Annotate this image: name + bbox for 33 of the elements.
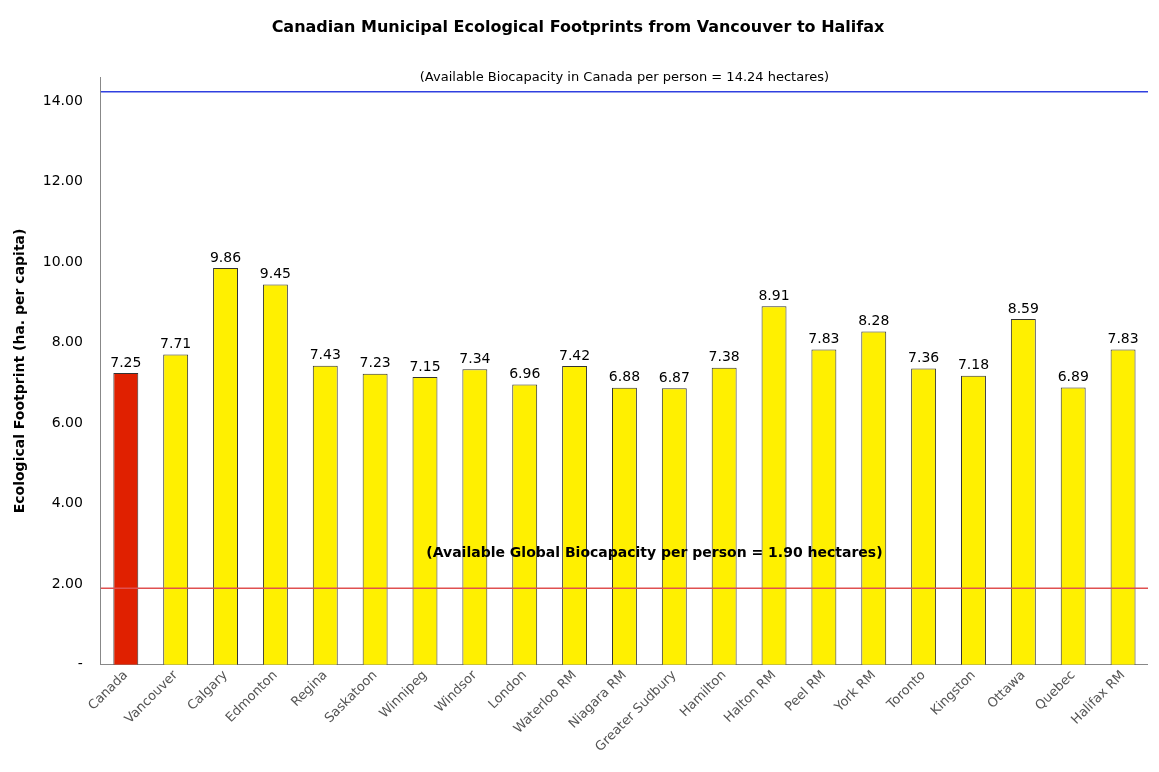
data-label: 9.45 xyxy=(259,265,291,282)
y-axis-title: Ecological Footprint (ha. per capita) xyxy=(11,228,28,514)
x-tick-label: York RM xyxy=(830,667,879,715)
y-tick-label: - xyxy=(77,655,83,672)
y-tick-label: 10.00 xyxy=(42,252,83,269)
data-label: 7.42 xyxy=(558,346,591,363)
chart-title: Canadian Municipal Ecological Footprints from Vancouver to Halifax xyxy=(271,16,886,36)
data-label: 7.23 xyxy=(359,354,391,371)
data-label: 7.83 xyxy=(1107,330,1139,347)
data-label: 7.15 xyxy=(409,357,441,374)
y-tick-label: 8.00 xyxy=(51,333,83,350)
ref-line-label: (Available Biocapacity in Canada per person = 14.24 hectares) xyxy=(419,68,830,84)
data-label: 6.96 xyxy=(509,365,541,382)
data-label: 8.91 xyxy=(758,286,790,303)
data-label: 7.36 xyxy=(908,349,940,366)
data-label: 6.87 xyxy=(658,368,690,385)
data-label: 7.38 xyxy=(708,348,740,365)
data-label: 7.25 xyxy=(110,353,142,370)
data-label: 9.86 xyxy=(209,248,242,265)
y-tick-label: 14.00 xyxy=(42,91,83,108)
y-tick-label: 2.00 xyxy=(51,574,83,591)
y-tick-label: 12.00 xyxy=(42,172,83,189)
y-tick-label: 4.00 xyxy=(51,494,83,511)
data-label: 7.18 xyxy=(957,356,990,373)
data-label: 8.28 xyxy=(858,312,890,329)
data-label: 7.83 xyxy=(808,330,840,347)
data-label: 8.59 xyxy=(1007,299,1039,316)
data-label: 7.34 xyxy=(459,349,491,366)
data-label: 6.88 xyxy=(608,368,641,385)
data-label: 6.89 xyxy=(1057,368,1089,385)
data-label: 7.71 xyxy=(160,335,192,352)
data-label: 7.43 xyxy=(309,346,341,363)
y-tick-label: 6.00 xyxy=(51,413,83,430)
